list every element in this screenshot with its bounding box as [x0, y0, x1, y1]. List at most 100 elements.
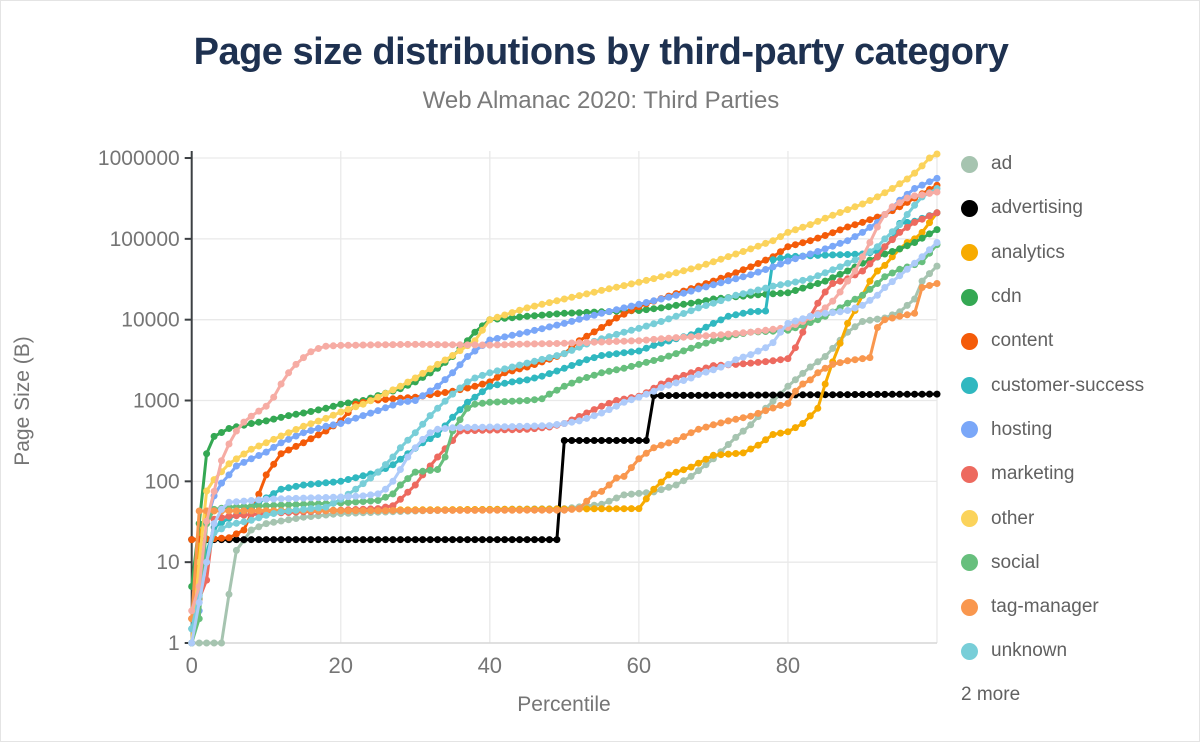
series-point-content: [620, 310, 628, 318]
series-point-(unlabeled-2): [926, 246, 933, 254]
series-point-cdn: [568, 309, 576, 317]
series-point-other: [762, 239, 770, 247]
series-point-other: [516, 306, 524, 314]
series-point-cdn: [210, 432, 218, 440]
series-point-(unlabeled-1): [471, 341, 479, 349]
series-point-analytics: [687, 463, 695, 471]
series-point-advertising: [739, 391, 747, 399]
series-point-cdn: [657, 304, 665, 312]
series-point-customer-success: [486, 382, 494, 390]
series-point-ad: [806, 363, 814, 371]
series-point-hosting: [642, 299, 650, 306]
series-point-(unlabeled-2): [344, 493, 352, 501]
series-point-hosting: [836, 239, 844, 247]
series-point-(unlabeled-1): [478, 341, 486, 349]
series-point-(unlabeled-2): [903, 265, 911, 273]
series-point-tag-manager: [635, 455, 643, 463]
series-point-social: [553, 386, 561, 394]
legend-swatch-icon: [961, 155, 978, 173]
series-point-(unlabeled-1): [724, 330, 732, 338]
series-point-(unlabeled-1): [531, 340, 538, 348]
series-point-other: [508, 309, 516, 317]
series-point-advertising: [873, 390, 881, 398]
series-point-(unlabeled-1): [218, 457, 225, 465]
series-point-(unlabeled-2): [747, 351, 755, 359]
series-point-customer-success: [493, 381, 501, 389]
series-point-unknown: [844, 259, 852, 267]
series-point-cdn: [516, 313, 524, 321]
series-point-unknown: [777, 281, 784, 289]
series-point-hosting: [411, 397, 419, 404]
series-point-customer-success: [590, 354, 598, 362]
series-point-(unlabeled-2): [232, 498, 240, 506]
series-point-customer-success: [627, 348, 635, 356]
series-point-customer-success: [501, 379, 509, 387]
series-point-(unlabeled-2): [508, 423, 516, 431]
series-point-cdn: [791, 287, 799, 294]
series-point-hosting: [806, 250, 814, 258]
series-point-customer-success: [322, 479, 330, 487]
svg-text:10: 10: [156, 551, 179, 574]
legend-swatch-icon: [961, 598, 978, 616]
series-point-customer-success: [508, 378, 516, 386]
series-point-ad: [784, 382, 792, 390]
series-point-other: [225, 460, 233, 468]
series-point-customer-success: [285, 484, 293, 492]
series-point-analytics: [888, 253, 896, 261]
series-point-unknown: [471, 374, 479, 382]
series-point-content: [747, 263, 755, 271]
series-point-tag-manager: [687, 429, 695, 437]
series-point-(unlabeled-1): [367, 341, 375, 349]
series-point-(unlabeled-1): [709, 331, 717, 339]
series-point-other: [888, 185, 896, 192]
series-point-customer-success: [724, 312, 732, 320]
svg-text:1: 1: [168, 632, 180, 655]
series-point-tag-manager: [709, 421, 717, 429]
series-point-customer-success: [613, 350, 620, 358]
series-point-ad: [203, 639, 211, 647]
series-point-marketing: [590, 406, 598, 414]
series-point-social: [464, 404, 471, 412]
series-point-cdn: [665, 303, 673, 311]
series-point-(unlabeled-1): [374, 341, 382, 349]
series-point-unknown: [836, 263, 844, 271]
series-point-unknown: [665, 315, 673, 323]
series-point-tag-manager: [732, 415, 740, 423]
series-point-ad: [307, 513, 315, 520]
series-point-social: [270, 501, 278, 509]
series-point-tag-manager: [590, 490, 598, 498]
series-point-(unlabeled-2): [896, 272, 904, 280]
series-point-content: [844, 223, 852, 231]
series-point-customer-success: [575, 359, 583, 367]
series-point-tag-manager: [419, 507, 427, 514]
series-point-customer-success: [695, 327, 702, 335]
series-point-cdn: [933, 226, 941, 234]
series-point-ad: [933, 262, 941, 270]
series-point-other: [329, 411, 337, 419]
series-point-advertising: [747, 391, 755, 399]
series-point-hosting: [389, 401, 397, 409]
series-point-hosting: [926, 178, 933, 186]
series-point-unknown: [881, 235, 889, 243]
series-point-advertising: [285, 536, 293, 544]
series-point-cdn: [680, 300, 688, 308]
series-point-other: [627, 280, 635, 288]
series-point-cdn: [262, 417, 270, 425]
series-point-content: [791, 241, 799, 249]
series-point-other: [717, 255, 725, 263]
series-point-unknown: [322, 503, 330, 511]
series-point-(unlabeled-2): [829, 309, 837, 317]
series-point-unknown: [300, 505, 307, 513]
series-point-hosting: [359, 412, 367, 420]
series-point-advertising: [553, 536, 561, 544]
series-point-(unlabeled-1): [449, 341, 457, 349]
svg-text:10000: 10000: [121, 309, 179, 332]
series-point-cdn: [821, 277, 829, 285]
series-point-content: [262, 471, 270, 479]
series-point-tag-manager: [598, 487, 606, 495]
series-point-(unlabeled-1): [411, 340, 419, 348]
series-point-advertising: [449, 536, 457, 544]
series-point-(unlabeled-1): [314, 345, 322, 352]
series-point-analytics: [732, 450, 740, 457]
series-point-tag-manager: [553, 506, 561, 514]
